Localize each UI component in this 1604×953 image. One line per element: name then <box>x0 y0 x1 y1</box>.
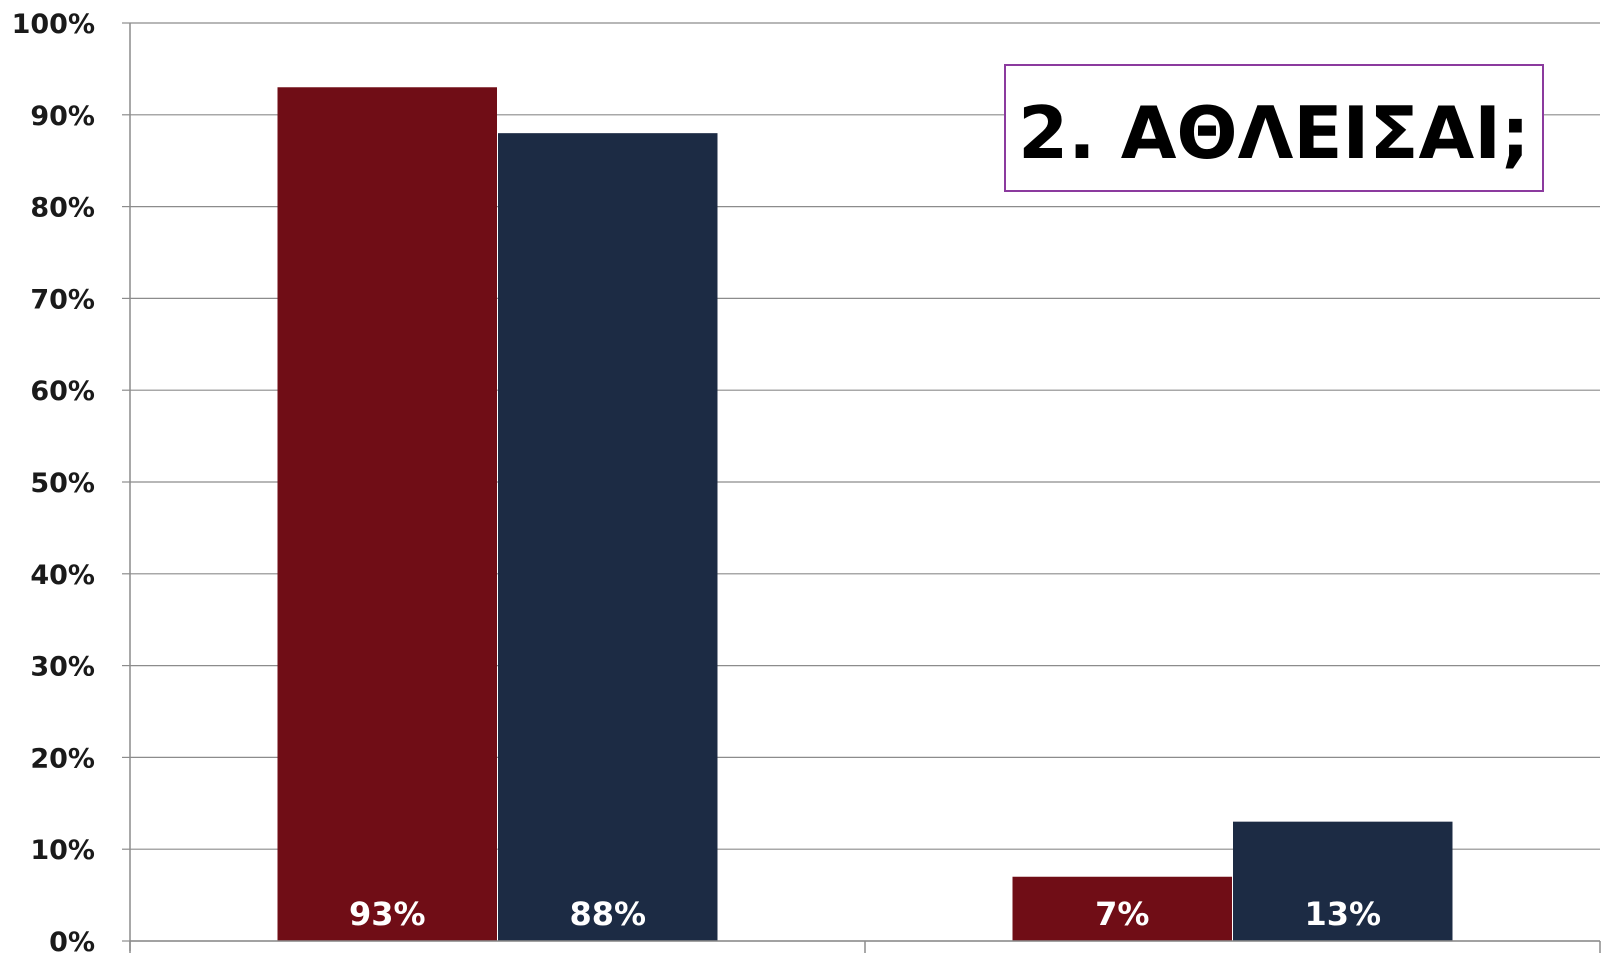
y-tick-label: 10% <box>30 835 95 866</box>
y-tick-label: 40% <box>30 560 95 591</box>
chart-title-border <box>1004 64 1544 192</box>
bar <box>1233 821 1453 941</box>
bar-value-label: 93% <box>349 895 426 933</box>
y-tick-label: 100% <box>12 9 95 40</box>
y-tick-label: 60% <box>30 376 95 407</box>
y-tick-label: 80% <box>30 193 95 224</box>
bar <box>1012 876 1232 941</box>
bar-value-label: 13% <box>1304 895 1381 933</box>
y-axis-ticks: 0% 10% 20% 30% 40% 50% 60% 70% 80% 90% 100% <box>12 9 130 953</box>
chart-title: 2. ΑΘΛΕΙΣΑΙ; <box>1018 91 1530 175</box>
bar <box>277 87 497 941</box>
y-tick-label: 50% <box>30 468 95 499</box>
chart-title-box: 2. ΑΘΛΕΙΣΑΙ; <box>1004 64 1544 192</box>
y-tick-label: 30% <box>30 652 95 683</box>
y-tick-label: 20% <box>30 743 95 774</box>
data-labels: 93% 88% 7% 13% <box>349 895 1381 933</box>
y-tick-label: 0% <box>49 927 95 953</box>
bars <box>277 87 1453 941</box>
y-tick-label: 90% <box>30 101 95 132</box>
bar-value-label: 88% <box>569 895 646 933</box>
y-tick-label: 70% <box>30 284 95 315</box>
bar-value-label: 7% <box>1095 895 1149 933</box>
bar <box>498 133 718 941</box>
axes <box>129 23 1601 953</box>
